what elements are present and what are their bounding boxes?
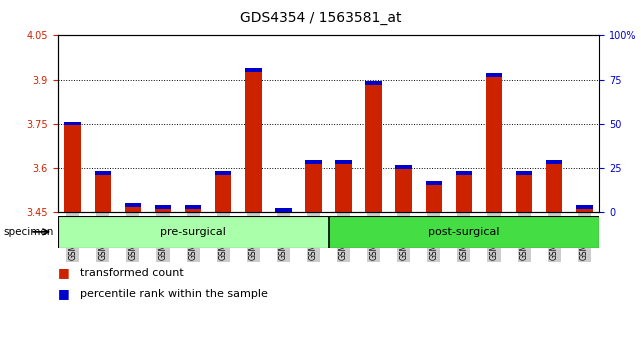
Bar [335,164,352,212]
Bar [245,68,262,72]
Bar [124,207,141,212]
Bar [576,209,592,212]
Bar [95,171,111,175]
Bar [516,171,533,175]
Text: post-surgical: post-surgical [428,227,500,237]
Bar [426,185,442,212]
Bar [154,209,171,212]
Text: specimen: specimen [3,227,54,237]
Bar [215,171,231,175]
Bar [456,175,472,212]
Bar [486,73,503,77]
Bar [58,216,328,248]
Bar [328,216,599,248]
Bar [365,85,382,212]
Bar [305,164,322,212]
Bar [395,169,412,212]
Bar [305,160,322,164]
Bar [456,171,472,175]
Text: percentile rank within the sample: percentile rank within the sample [80,289,268,299]
Text: ■: ■ [58,266,69,279]
Bar [395,165,412,169]
Text: transformed count: transformed count [80,268,184,278]
Bar [124,203,141,207]
Bar [486,77,503,212]
Bar [275,208,292,212]
Bar [65,121,81,125]
Bar [546,164,562,212]
Text: ■: ■ [58,287,69,300]
Bar [365,81,382,85]
Bar [516,175,533,212]
Bar [154,205,171,209]
Bar [215,175,231,212]
Text: pre-surgical: pre-surgical [160,227,226,237]
Bar [426,181,442,185]
Text: GDS4354 / 1563581_at: GDS4354 / 1563581_at [240,11,401,25]
Bar [185,209,201,212]
Bar [335,160,352,164]
Bar [185,205,201,209]
Bar [95,175,111,212]
Bar [65,125,81,212]
Bar [546,160,562,164]
Bar [576,205,592,209]
Bar [245,72,262,212]
